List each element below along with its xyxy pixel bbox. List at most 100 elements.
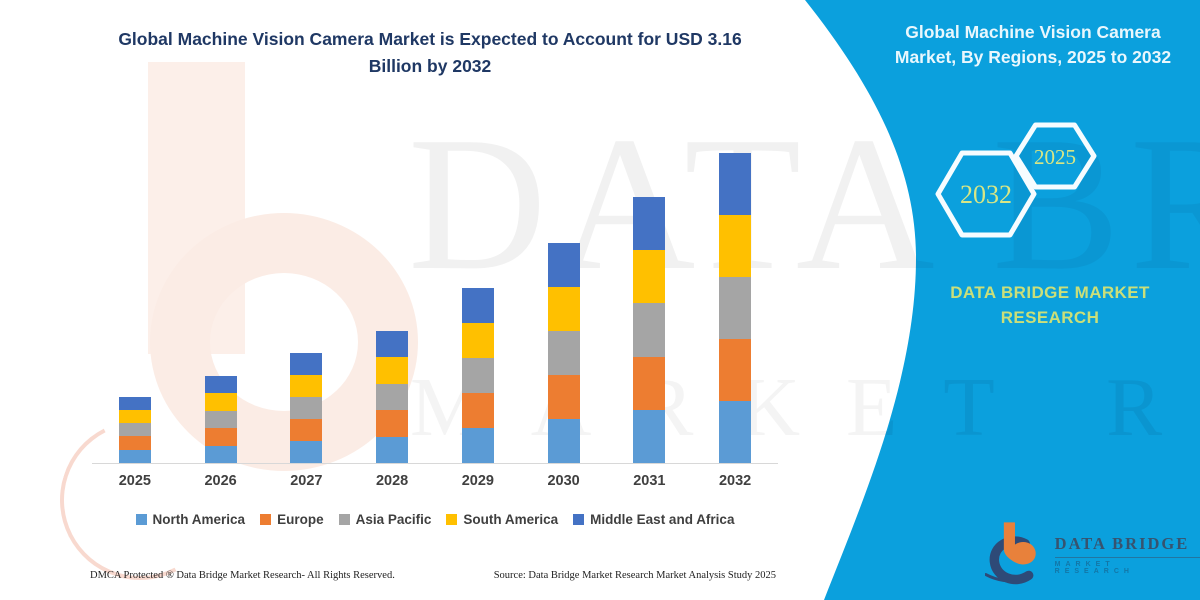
stacked-bar-2031	[633, 197, 666, 463]
bar-segment-2028-north-america	[376, 436, 409, 463]
x-axis-label-2027: 2027	[290, 473, 323, 489]
x-axis-label-2028: 2028	[375, 473, 409, 489]
legend-label-asia-pacific: Asia Pacific	[355, 512, 432, 527]
stacked-bar-2028	[376, 330, 409, 463]
bar-chart-plot-area	[92, 150, 778, 464]
hexagon-2032-label: 2032	[960, 180, 1012, 209]
bar-slot-2032	[692, 150, 778, 463]
bar-segment-2029-europe	[461, 392, 494, 428]
year-hexagons-graphic: 2032 2025	[920, 118, 1110, 250]
bar-segment-2030-asia-pacific	[547, 330, 580, 375]
x-axis-label-2031: 2031	[633, 473, 666, 489]
legend-item-south-america: South America	[446, 512, 558, 527]
bar-segment-2030-south-america	[547, 286, 580, 331]
legend-swatch-south-america	[446, 514, 458, 525]
stacked-bar-2026	[204, 375, 237, 463]
bar-slot-2025	[92, 150, 178, 463]
bar-segment-2027-north-america	[290, 441, 323, 463]
bar-segment-2032-europe	[719, 339, 752, 401]
logo-texts: DATA BRIDGE MARKET RESEARCH	[1055, 534, 1200, 575]
bar-segment-2028-europe	[376, 410, 409, 437]
brand-wordmark-line2: RESEARCH	[1000, 307, 1100, 327]
bar-segment-2025-asia-pacific	[118, 423, 151, 437]
bar-segment-2032-south-america	[719, 215, 752, 277]
footer: DMCA Protected ® Data Bridge Market Rese…	[90, 570, 776, 581]
legend-label-north-america: North America	[152, 512, 246, 527]
x-axis-labels: 2025 2026 2027 2028 2029 2030 2031 2032	[92, 473, 778, 489]
stacked-bar-2032	[719, 153, 752, 463]
bar-slot-2027	[264, 150, 350, 463]
legend-swatch-north-america	[135, 514, 147, 525]
bar-segment-2030-middle-east-and-africa	[547, 242, 580, 287]
bar-segment-2031-south-america	[633, 250, 666, 304]
footer-source-text: Source: Data Bridge Market Research Mark…	[493, 570, 776, 581]
logo-b-shape	[1004, 522, 1036, 564]
legend-label-middle-east-and-africa: Middle East and Africa	[590, 512, 735, 527]
bar-segment-2030-europe	[547, 374, 580, 419]
logo-name: DATA BRIDGE	[1055, 534, 1200, 558]
stacked-bar-2029	[461, 287, 494, 463]
logo-swoosh-tail	[986, 575, 1021, 581]
bar-segment-2032-north-america	[719, 401, 752, 463]
page-title-line1: Global Machine Vision Camera Market is E…	[118, 29, 742, 49]
bar-segment-2028-middle-east-and-africa	[376, 330, 409, 357]
page-title: Global Machine Vision Camera Market is E…	[100, 26, 760, 80]
logo-subtext: MARKET RESEARCH	[1054, 560, 1134, 575]
bar-segment-2025-europe	[118, 436, 151, 450]
stacked-bar-2030	[547, 242, 580, 463]
data-bridge-logo-icon	[985, 518, 1047, 590]
bar-segment-2027-asia-pacific	[290, 397, 323, 419]
x-axis-label-2025: 2025	[118, 473, 151, 489]
bar-slot-2031	[607, 150, 693, 463]
bar-segment-2026-asia-pacific	[204, 410, 237, 428]
bar-segment-2031-middle-east-and-africa	[633, 197, 666, 251]
bar-slot-2028	[349, 150, 435, 463]
legend-item-europe: Europe	[260, 512, 324, 527]
legend-swatch-europe	[260, 514, 272, 525]
x-axis-label-2032: 2032	[718, 473, 752, 489]
bar-segment-2027-south-america	[290, 375, 323, 397]
bar-segment-2026-middle-east-and-africa	[204, 375, 237, 393]
chart-legend: North America Europe Asia Pacific South Ame…	[90, 512, 780, 527]
bar-segment-2029-north-america	[461, 427, 494, 463]
legend-item-north-america: North America	[135, 512, 246, 527]
bar-segment-2026-south-america	[204, 393, 237, 411]
stacked-bar-2027	[290, 353, 323, 463]
legend-item-middle-east-and-africa: Middle East and Africa	[573, 512, 734, 527]
x-axis-label-2026: 2026	[204, 473, 237, 489]
x-axis-label-2029: 2029	[461, 473, 494, 489]
legend-swatch-asia-pacific	[338, 514, 350, 525]
brand-wordmark: DATA BRIDGE MARKET RESEARCH	[900, 281, 1200, 330]
x-axis-label-2030: 2030	[547, 473, 580, 489]
bar-segment-2029-asia-pacific	[461, 357, 494, 393]
stacked-bar-2025	[118, 396, 151, 463]
bar-slot-2030	[521, 150, 607, 463]
legend-item-asia-pacific: Asia Pacific	[338, 512, 432, 527]
bar-slot-2026	[178, 150, 264, 463]
bar-segment-2029-south-america	[461, 322, 494, 358]
legend-label-south-america: South America	[463, 512, 559, 527]
bar-segment-2031-north-america	[633, 409, 666, 463]
bar-segment-2026-europe	[204, 428, 237, 446]
bar-segment-2032-middle-east-and-africa	[719, 153, 752, 215]
bar-segment-2031-europe	[633, 356, 666, 410]
bar-segment-2028-south-america	[376, 357, 409, 384]
bar-segment-2025-north-america	[118, 449, 151, 463]
bar-segment-2032-asia-pacific	[719, 277, 752, 339]
hexagon-2032	[938, 153, 1034, 235]
bar-segment-2027-middle-east-and-africa	[290, 353, 323, 375]
page-title-line2: Billion by 2032	[368, 56, 492, 77]
panel-title: Global Machine Vision Camera Market, By …	[872, 20, 1194, 71]
legend-swatch-middle-east-and-africa	[573, 514, 585, 525]
bar-segment-2030-north-america	[547, 418, 580, 463]
footer-dmca-text: DMCA Protected ® Data Bridge Market Rese…	[90, 570, 395, 581]
data-bridge-logo: DATA BRIDGE MARKET RESEARCH	[985, 518, 1200, 590]
panel-title-line2: Market, By Regions, 2025 to 2032	[894, 47, 1172, 68]
bar-segment-2027-europe	[290, 419, 323, 441]
hexagon-2025	[1016, 125, 1094, 187]
bar-segment-2025-south-america	[118, 409, 151, 424]
bar-slot-2029	[435, 150, 521, 463]
bar-segment-2029-middle-east-and-africa	[461, 287, 494, 323]
brand-wordmark-line1: DATA BRIDGE MARKET	[950, 283, 1150, 302]
